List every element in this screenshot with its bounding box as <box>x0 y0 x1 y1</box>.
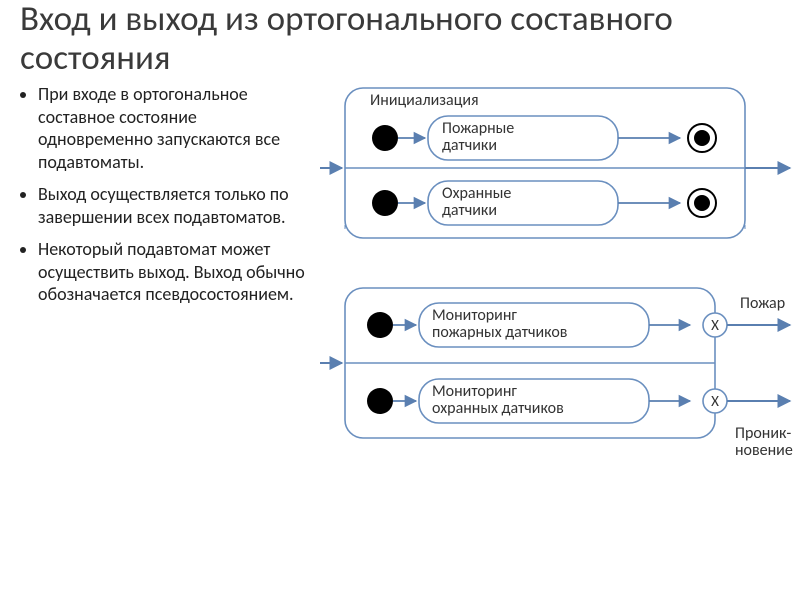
composite-label: Инициализация <box>370 91 479 110</box>
bullet-item: Выход осуществляется только по завершени… <box>38 183 312 228</box>
page-title: Вход и выход из ортогонального составног… <box>0 0 800 83</box>
bullet-item: Некоторый подавтомат может осуществить в… <box>38 238 312 306</box>
exit-pseudostate-label: X <box>711 393 719 411</box>
diagram-initialization: Инициализация Пожарныедатчики Охранныеда… <box>320 83 800 263</box>
bullet-list: При входе в ортогональное составное сост… <box>20 83 320 473</box>
diagrams-column: Инициализация Пожарныедатчики Охранныеда… <box>320 83 800 473</box>
final-state-inner <box>694 195 710 211</box>
transition-label: Пожар <box>740 294 785 313</box>
initial-state-icon <box>367 312 393 338</box>
initial-state-icon <box>372 190 398 216</box>
content-row: При входе в ортогональное составное сост… <box>0 83 800 473</box>
bullet-item: При входе в ортогональное составное сост… <box>38 83 312 173</box>
diagram-monitoring: Мониторингпожарных датчиков X Пожар Мони… <box>320 263 800 473</box>
transition-label: Проник-новение <box>735 424 793 460</box>
initial-state-icon <box>372 125 398 151</box>
final-state-inner <box>694 130 710 146</box>
initial-state-icon <box>367 388 393 414</box>
exit-pseudostate-label: X <box>711 317 719 335</box>
